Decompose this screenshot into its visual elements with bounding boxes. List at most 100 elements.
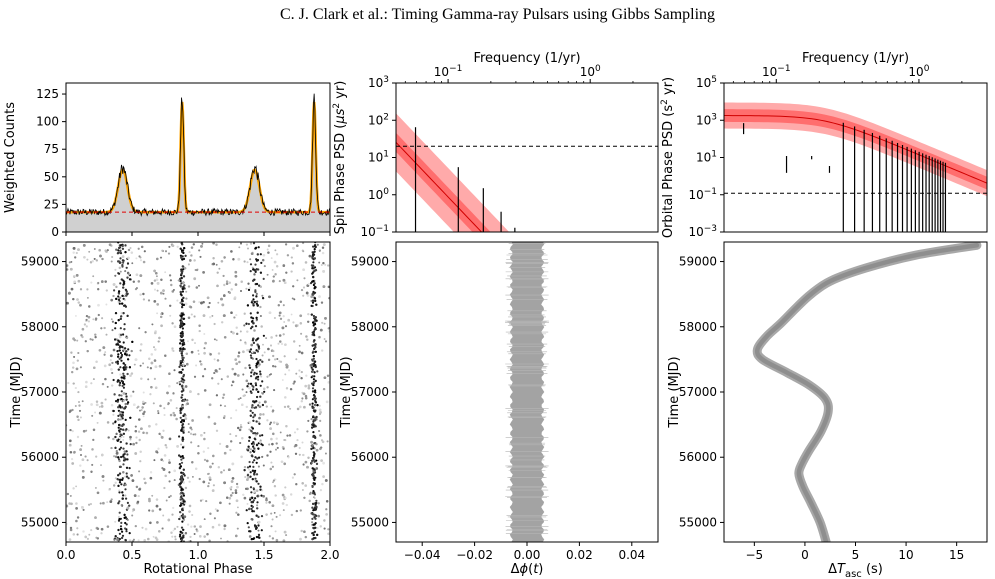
phaseogram-photon [98,348,102,352]
phaseogram-photon [239,339,242,342]
phaseogram-photon [118,357,121,360]
phaseogram-photon [268,295,271,299]
phaseogram-photon [66,301,69,305]
profile-histogram-fill [66,93,330,232]
phaseogram-photon [122,362,125,365]
phaseogram-photon [72,247,76,250]
phaseogram-photon [217,382,220,385]
phaseogram-photon [221,303,225,307]
phaseogram-photon [305,374,308,377]
phaseogram-photon [181,406,184,409]
phaseogram-photon [250,442,254,445]
phaseogram-photon [290,270,293,273]
phaseogram-photon [261,455,264,458]
phaseogram-photon [231,380,235,384]
phaseogram-photon [321,251,325,255]
phaseogram-photon [255,535,258,539]
phaseogram-photon [279,514,282,517]
phaseogram-photon [180,371,183,374]
phaseogram-photon [193,315,196,318]
phaseogram-photon [114,312,118,315]
phaseogram-photon [181,515,184,518]
phaseogram-photon [298,446,301,450]
phaseogram-photon [180,396,183,399]
orbital-psd-ylabel: Orbital Phase PSD (s2 yr) [660,77,676,238]
phaseogram-photon [122,341,125,344]
phaseogram-photon [243,469,246,472]
phaseogram-photon [92,428,96,432]
phaseogram-photon [248,350,251,353]
phaseogram-ytick: 59000 [21,255,59,269]
phaseogram-photon [115,432,118,435]
phaseogram-photon [266,248,269,251]
phaseogram-photon [306,465,309,469]
phaseogram-photon [191,338,194,342]
phaseogram-photon [322,270,325,273]
phaseogram-photon [314,379,317,382]
phaseogram-photon [273,317,276,319]
phaseogram-photon [316,243,319,246]
phaseogram-photon [312,350,315,354]
phaseogram-photon [154,536,158,540]
phaseogram-photon [118,448,121,451]
profile-ytick: 125 [36,87,59,101]
phaseogram-photon [176,525,179,528]
phaseogram-photon [115,452,119,455]
phaseogram-photon [171,513,174,516]
phaseogram-photon [73,355,76,358]
phaseogram-photon [71,458,74,461]
spin-psd-band-outer [396,113,510,232]
phaseogram-photon [122,304,126,307]
phaseogram-photon [231,462,235,466]
orbital-residuals-ytick: 57000 [679,385,717,399]
phaseogram-photon [313,390,316,393]
phaseogram-photon [129,435,132,439]
phaseogram-photon [248,436,251,439]
phaseogram-photon [203,333,206,335]
phaseogram-photon [254,382,257,385]
phaseogram-photon [315,319,318,322]
orbital-psd-top-tick: 10−1 [762,64,791,79]
phaseogram-photon [127,477,130,480]
phaseogram-photon [314,476,317,479]
phaseogram-photon [251,339,254,342]
phaseogram-photon [200,245,203,248]
phaseogram-photon [129,438,132,441]
phaseogram-photon [212,454,215,458]
phaseogram-photon [218,442,222,446]
phaseogram-photon [295,372,298,375]
phaseogram-photon [256,304,259,307]
phaseogram-photon [100,464,102,467]
phaseogram-photon [223,256,226,259]
phaseogram-photon [181,520,184,523]
phaseogram-photon [283,355,286,358]
phaseogram-photon [78,409,82,412]
phaseogram-photon [266,454,269,457]
phaseogram-photon [295,358,298,361]
phaseogram-photon [160,458,164,462]
phaseogram-photon [178,365,181,368]
phaseogram-photon [203,351,206,355]
phaseogram-photon [209,512,212,515]
phaseogram-photon [76,298,79,301]
phaseogram-photon [262,494,265,498]
phaseogram-photon [119,270,122,273]
phaseogram-photon [311,375,314,378]
phaseogram-photon [256,507,259,510]
phaseogram-photon [323,322,326,325]
phaseogram-photon [254,263,257,266]
phaseogram-photon [260,515,264,518]
phaseogram-photon [247,445,250,448]
phaseogram-photon [283,462,286,466]
phaseogram-photon [249,409,252,412]
phaseogram-photon [86,459,89,462]
phaseogram-photon [106,385,109,388]
phaseogram-photon [263,265,266,268]
phaseogram-photon [111,372,114,374]
phaseogram-photon [118,489,121,492]
phaseogram-photon [300,400,303,403]
phaseogram-photon [278,280,281,283]
phaseogram-photon [142,431,145,435]
phaseogram-photon [96,491,100,495]
phaseogram-photon [125,336,129,339]
